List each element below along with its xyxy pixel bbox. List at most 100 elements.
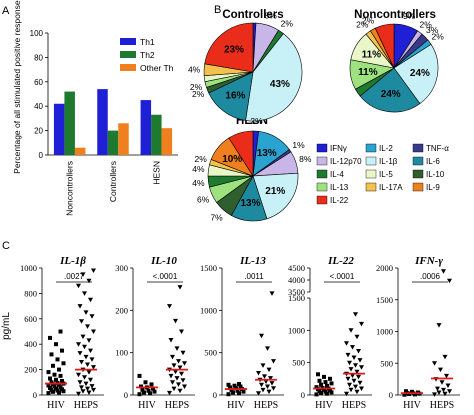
pie-legend-label: IL-13 xyxy=(330,183,349,192)
panel-a-category-label: Noncontrollers xyxy=(65,161,75,216)
pie-slice-label: 2% xyxy=(420,19,433,29)
scatter-point xyxy=(180,350,186,356)
scatter-point xyxy=(142,390,146,395)
scatter-point xyxy=(80,272,86,277)
pie-slice-label: 2% xyxy=(281,19,294,29)
panel-a-bar xyxy=(64,91,75,155)
scatter-y-tick-label: 500 xyxy=(204,348,217,358)
pie-slice xyxy=(208,71,254,121)
scatter-y-tick-label: 3500 xyxy=(288,287,305,297)
pie-slice-label: 2% xyxy=(362,16,375,26)
pie-slice-label: 23% xyxy=(224,45,244,56)
pie-slice xyxy=(204,22,254,73)
panel-a-y-tick-label: 20 xyxy=(34,127,43,136)
pie-slice xyxy=(393,44,439,105)
scatter-point xyxy=(432,361,437,366)
scatter-point xyxy=(82,291,87,296)
scatter-group-label: HIV xyxy=(227,400,246,411)
scatter-point xyxy=(237,391,241,396)
scatter-point xyxy=(259,382,264,388)
scatter-point xyxy=(174,376,180,381)
scatter-point xyxy=(347,360,352,366)
scatter-point xyxy=(348,328,354,333)
scatter-point xyxy=(268,376,273,381)
scatter-point xyxy=(52,372,57,377)
pie-slice-label: 1% xyxy=(292,140,305,150)
panel-a-bar xyxy=(118,123,129,155)
pie-legend-swatch xyxy=(412,156,424,166)
scatter-point xyxy=(438,367,443,373)
scatter-point xyxy=(359,365,364,370)
panel-a-y-tick-label: 100 xyxy=(30,29,44,38)
scatter-point xyxy=(82,344,87,350)
scatter-y-tick-label: 100 xyxy=(115,348,128,358)
scatter-y-tick-label: 0 xyxy=(33,390,37,400)
pie-slice-label: 43% xyxy=(270,79,290,90)
scatter-point xyxy=(176,359,181,364)
panel-a-y-tick-label: 40 xyxy=(34,102,43,111)
scatter-point xyxy=(226,382,231,387)
scatter-point xyxy=(177,285,183,290)
scatter-point xyxy=(228,385,232,390)
scatter-point xyxy=(85,386,90,392)
scatter-y-tick-label: 1000 xyxy=(376,327,393,337)
scatter-y-tick-label: 1000 xyxy=(20,263,37,273)
scatter-point xyxy=(76,391,81,397)
scatter-group-label: HEPS xyxy=(342,400,366,411)
scatter-point xyxy=(226,392,231,397)
scatter-point xyxy=(77,380,83,385)
scatter-y-tick-label: 200 xyxy=(24,365,37,375)
pie-slice xyxy=(374,23,395,69)
scatter-point xyxy=(80,334,86,340)
scatter-point xyxy=(353,363,358,368)
pie-slice-label: 16% xyxy=(225,91,245,102)
scatter-point xyxy=(404,389,408,394)
panel-a-bar xyxy=(151,114,162,155)
scatter-point xyxy=(79,385,84,390)
scatter-point xyxy=(447,278,452,284)
scatter-point xyxy=(143,380,148,385)
scatter-y-tick-label: 1500 xyxy=(376,295,393,305)
scatter-point xyxy=(348,367,354,372)
scatter-y-tick-label: 1000 xyxy=(200,305,217,315)
scatter-point xyxy=(91,387,96,393)
pie-title-controllers: Controllers xyxy=(222,9,283,21)
scatter-y-tick-label: 500 xyxy=(292,358,305,368)
pie-legend-label: IL-17A xyxy=(379,183,403,192)
scatter-point xyxy=(58,329,63,334)
panel-b-pie-charts: Controllers Noncontrollers HESN 8%2%43%1… xyxy=(188,9,449,222)
scatter-point xyxy=(445,383,451,388)
scatter-point xyxy=(271,386,276,391)
scatter-point xyxy=(148,391,152,396)
panel-label-b: B xyxy=(214,4,221,16)
p-value-label: <.0001 xyxy=(153,272,178,281)
panel-a-y-tick-label: 0 xyxy=(39,151,44,160)
panel-a-y-tick-label: 80 xyxy=(34,53,43,62)
pie-slice-label: 21% xyxy=(265,186,285,197)
scatter-point xyxy=(174,346,180,351)
scatter-point xyxy=(60,348,64,353)
pie-slice-label: 2% xyxy=(195,154,208,164)
pie-legend-swatch xyxy=(412,182,424,192)
panel-a-category-label: HESN xyxy=(151,161,161,185)
scatter-point xyxy=(410,389,414,394)
panel-a-legend-swatch xyxy=(120,51,136,58)
scatter-point xyxy=(432,392,437,397)
scatter-point xyxy=(350,373,355,379)
panel-a-bar-chart: Percentage of all stimulated positive re… xyxy=(12,0,178,216)
scatter-y-tick-label: 0 xyxy=(124,390,128,400)
panel-a-bar xyxy=(53,103,65,155)
scatter-point xyxy=(444,373,449,379)
panel-c-y-axis-label: pg/mL xyxy=(1,312,12,340)
scatter-y-tick-label: 4500 xyxy=(288,263,305,273)
scatter-point xyxy=(60,379,64,383)
scatter-point xyxy=(322,374,326,379)
pie-legend-label: IL-9 xyxy=(426,183,440,192)
scatter-point xyxy=(168,373,174,379)
scatter-y-tick-label: 400 xyxy=(24,339,37,349)
scatter-point xyxy=(140,387,145,392)
scatter-point xyxy=(177,388,183,394)
scatter-point xyxy=(167,390,172,396)
scatter-point xyxy=(76,372,81,378)
